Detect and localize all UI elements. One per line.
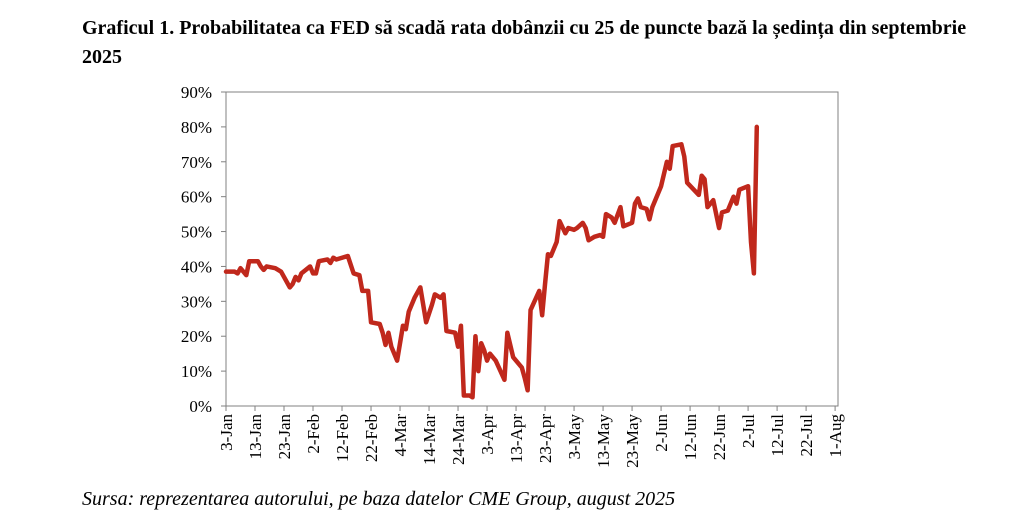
x-tick-label: 23-Jan — [275, 414, 294, 460]
x-tick-label: 12-Feb — [333, 414, 352, 462]
x-tick-label: 12-Jul — [768, 414, 787, 457]
x-tick-label: 4-Mar — [391, 414, 410, 457]
x-tick-label: 2-Feb — [304, 414, 323, 454]
y-axis-ticks: 0% 10% 20% 30% 40% 50% 60% 70% 80% 90% — [181, 83, 226, 416]
x-tick-label: 2-Jun — [652, 414, 671, 452]
x-tick-label: 2-Jul — [739, 414, 758, 448]
y-tick-label: 90% — [181, 83, 212, 102]
y-tick-label: 40% — [181, 257, 212, 276]
y-tick-label: 80% — [181, 118, 212, 137]
y-tick-label: 0% — [189, 397, 212, 416]
x-tick-label: 23-Apr — [536, 414, 555, 463]
x-tick-label: 12-Jun — [681, 414, 700, 461]
x-tick-label: 3-May — [565, 414, 584, 460]
x-tick-label: 24-Mar — [449, 414, 468, 465]
x-tick-label: 13-Jan — [246, 414, 265, 460]
x-tick-label: 23-May — [623, 414, 642, 468]
x-tick-label: 1-Aug — [826, 414, 845, 458]
y-tick-label: 60% — [181, 188, 212, 207]
x-tick-label: 13-Apr — [507, 414, 526, 463]
series-line — [223, 124, 760, 400]
x-axis-ticks: 3-Jan 13-Jan 23-Jan 2-Feb 12-Feb 22-Feb 4-Mar 1… — [217, 406, 845, 468]
y-tick-label: 10% — [181, 362, 212, 381]
source-note: Sursa: reprezentarea autorului, pe baza … — [82, 488, 676, 510]
y-tick-label: 50% — [181, 223, 212, 242]
y-tick-label: 30% — [181, 292, 212, 311]
x-tick-label: 13-May — [594, 414, 613, 468]
y-tick-label: 20% — [181, 327, 212, 346]
x-tick-label: 14-Mar — [420, 414, 439, 465]
x-tick-label: 3-Apr — [478, 414, 497, 455]
y-tick-label: 70% — [181, 153, 212, 172]
x-tick-label: 22-Jul — [797, 414, 816, 457]
x-tick-label: 22-Jun — [710, 414, 729, 461]
x-tick-label: 22-Feb — [362, 414, 381, 462]
plot-area-frame — [225, 91, 839, 407]
chart-title: Graficul 1. Probabilitatea ca FED să sca… — [82, 17, 967, 68]
x-tick-label: 3-Jan — [217, 414, 236, 451]
